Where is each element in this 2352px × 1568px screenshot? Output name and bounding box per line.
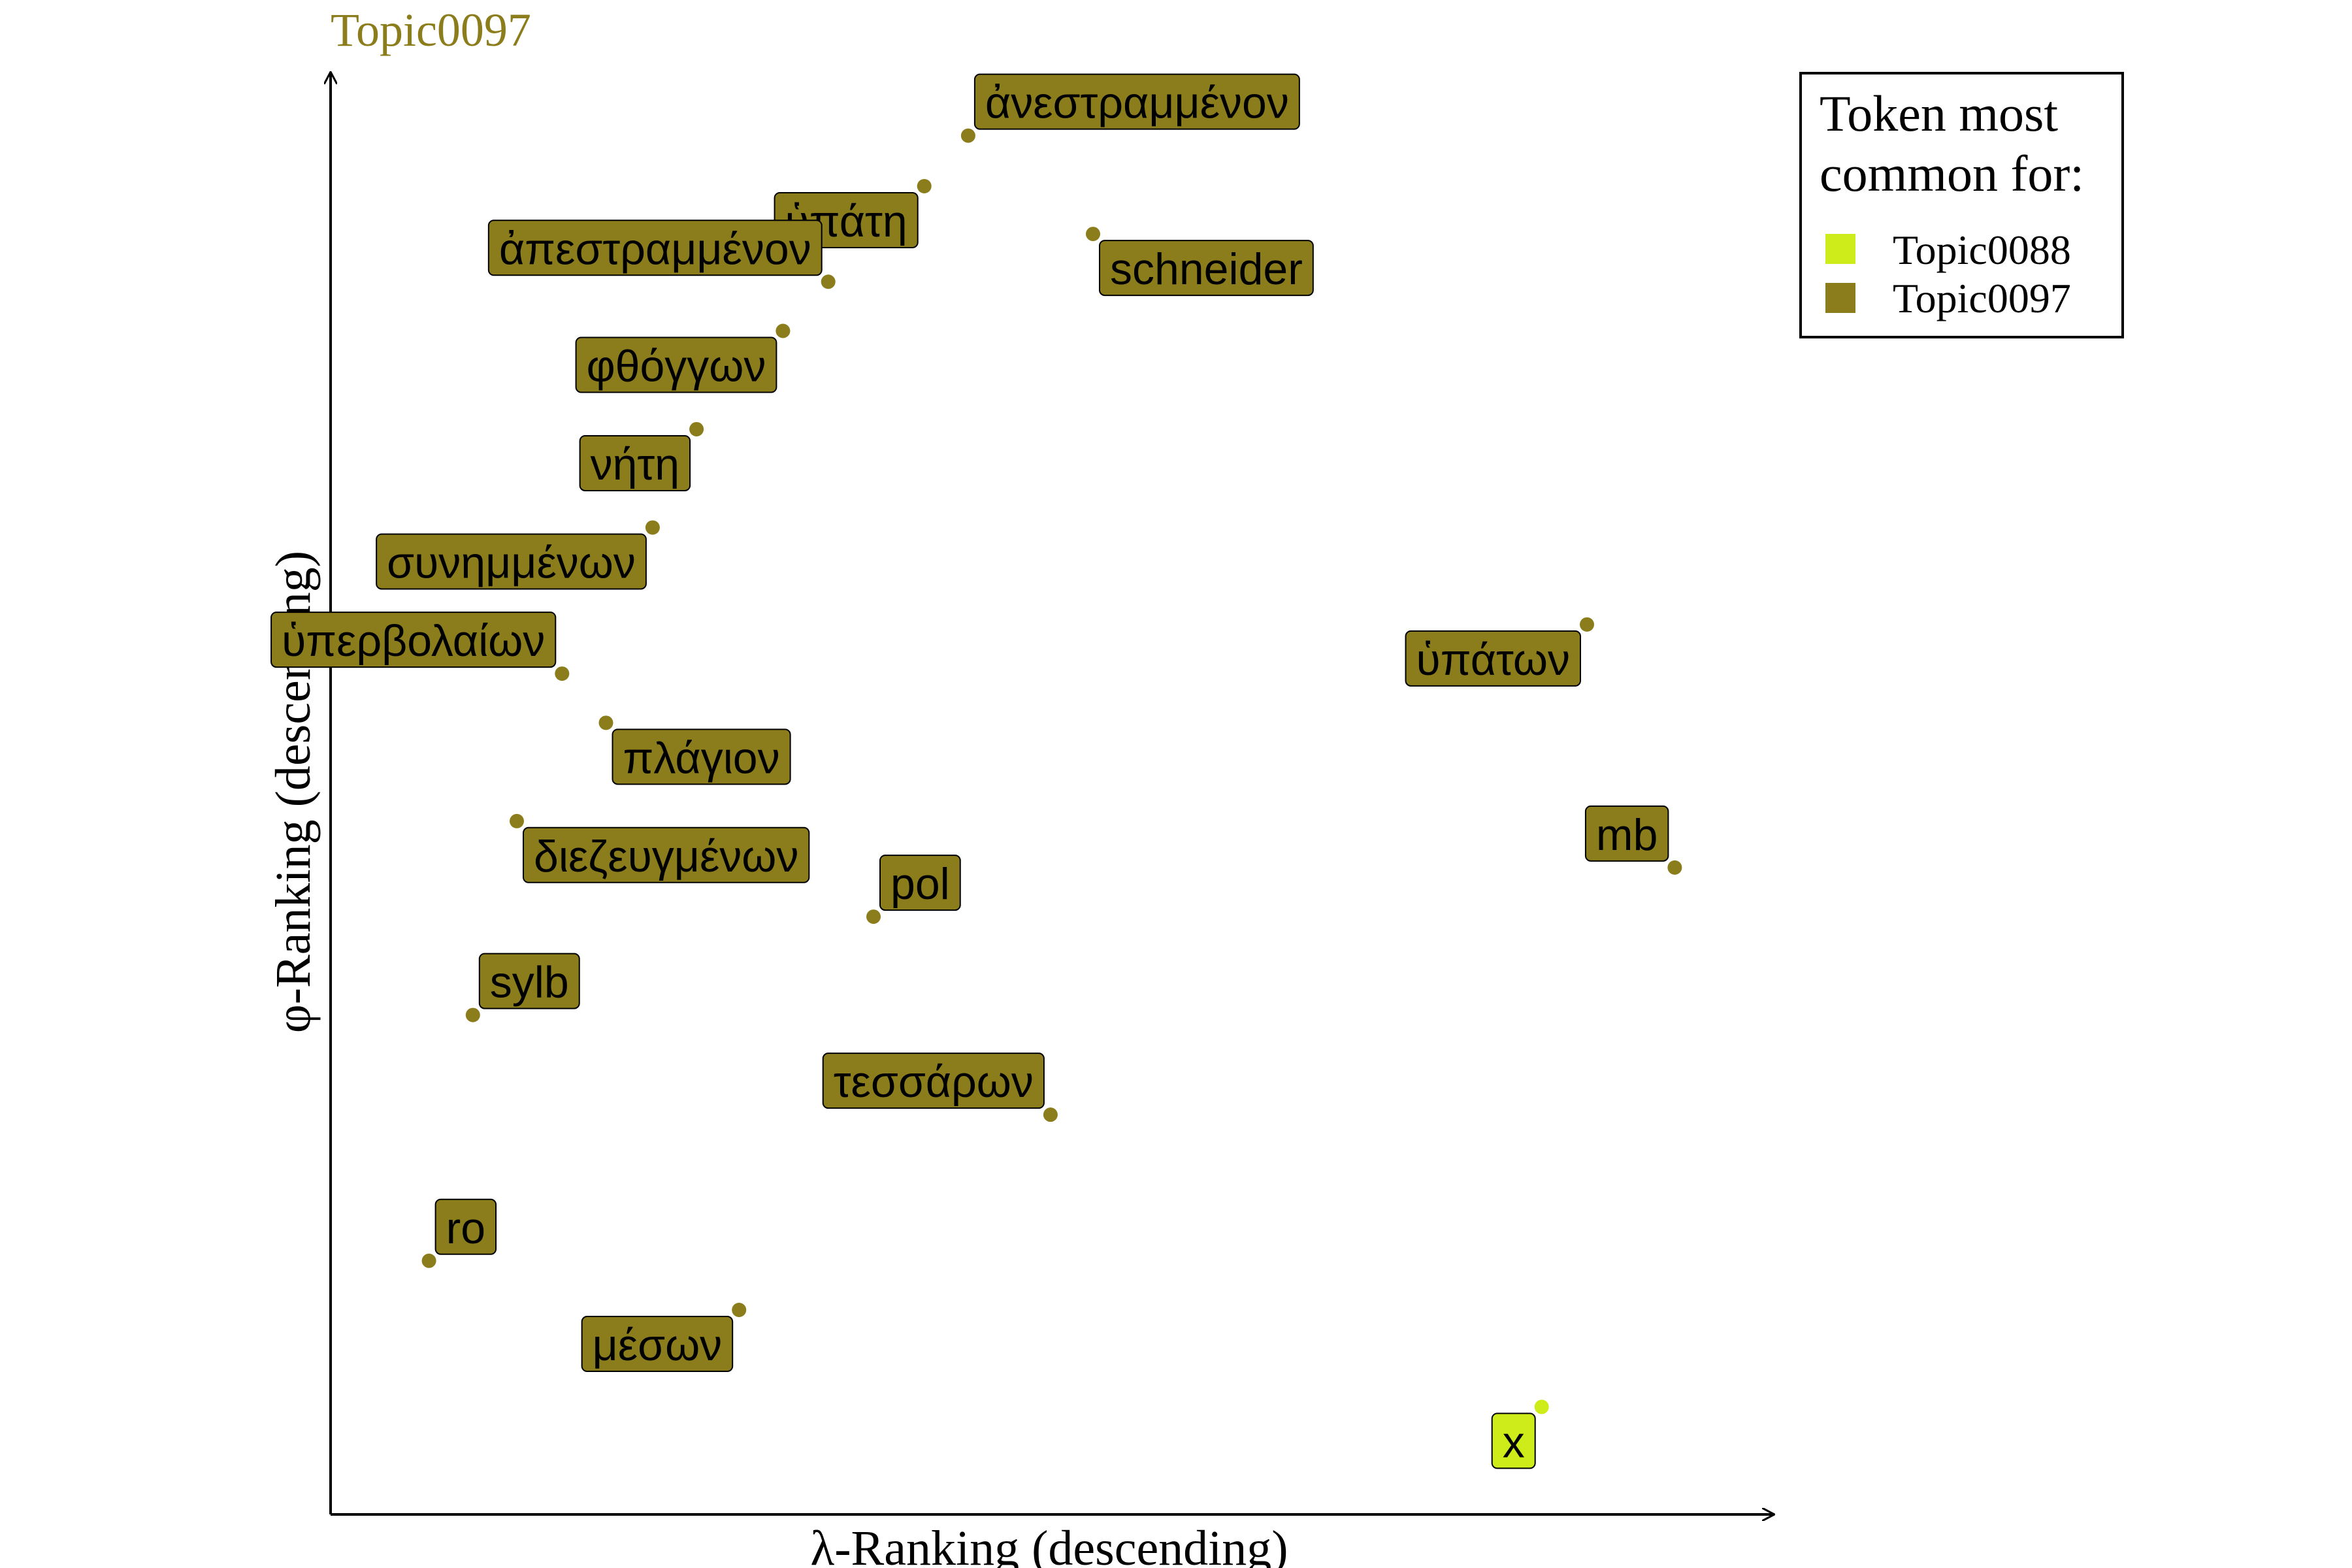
point-label: τεσσάρων: [834, 1057, 1034, 1107]
data-point-14: μέσων: [581, 1303, 747, 1373]
legend-swatch-topic0088: [1825, 234, 1855, 264]
data-point-7: ὑπερβολαίων: [270, 612, 570, 681]
data-point-2: schneider: [1086, 227, 1314, 297]
legend-title-line-2: common for:: [1820, 145, 2084, 202]
point-label-box: [1405, 630, 1581, 687]
point-label: φθόγγων: [587, 341, 766, 391]
data-point-9: διεζευγμένων: [510, 813, 810, 883]
points-layer: ἀνεστραμμένονὑπάτηschneiderἀπεστραμμένον…: [270, 73, 1682, 1469]
x-axis-label: λ-Ranking (descending): [810, 1521, 1288, 1568]
data-point-12: τεσσάρων: [822, 1053, 1058, 1122]
point-marker: [555, 666, 570, 681]
point-marker: [465, 1007, 480, 1022]
legend: Token most common for: Topic0088 Topic00…: [1799, 72, 2124, 338]
point-label: μέσων: [593, 1320, 723, 1370]
point-label-box: [478, 953, 580, 1009]
legend-label-topic0088: Topic0088: [1893, 227, 2071, 273]
point-label: συνημμένων: [387, 538, 636, 587]
point-marker: [960, 128, 975, 143]
data-point-15: ὑπάτων: [1405, 617, 1594, 687]
point-label-box: [879, 855, 961, 911]
chart-title: Topic0097: [331, 4, 531, 56]
point-label: mb: [1596, 810, 1658, 860]
point-marker: [732, 1303, 747, 1318]
point-marker: [1043, 1107, 1058, 1122]
point-marker: [598, 715, 613, 730]
point-label-box: [581, 1316, 734, 1373]
legend-title-line-1: Token most: [1820, 85, 2058, 142]
point-marker: [1580, 617, 1594, 632]
point-label: ἀπεστραμμένον: [499, 224, 811, 274]
point-label: διεζευγμένων: [534, 832, 798, 881]
legend-label-topic0097: Topic0097: [1893, 275, 2071, 321]
point-label: ἀνεστραμμένον: [985, 78, 1289, 128]
data-point-16: mb: [1584, 805, 1682, 875]
data-point-6: συνημμένων: [376, 520, 660, 590]
point-label: pol: [890, 859, 950, 909]
point-label: ὑπερβολαίων: [282, 616, 545, 666]
point-label-box: [1491, 1413, 1536, 1469]
data-point-0: ἀνεστραμμένον: [960, 73, 1300, 143]
point-label-box: [575, 336, 777, 393]
point-marker: [645, 520, 660, 535]
point-label-box: [973, 73, 1300, 130]
point-label-box: [822, 1053, 1045, 1109]
point-label: ὑπάτων: [1416, 635, 1570, 685]
data-point-13: ro: [421, 1198, 497, 1268]
point-marker: [1534, 1399, 1549, 1414]
data-point-8: πλάγιον: [598, 715, 791, 785]
point-label: νήτη: [591, 440, 680, 489]
point-label: sylb: [490, 958, 569, 1007]
point-label-box: [270, 612, 557, 668]
point-marker: [776, 323, 791, 338]
point-marker: [1086, 227, 1100, 242]
point-label-box: [1099, 240, 1314, 297]
point-marker: [821, 274, 836, 289]
point-label: schneider: [1110, 244, 1303, 294]
point-label-box: [579, 434, 691, 491]
data-point-4: φθόγγων: [575, 323, 791, 393]
point-label-box: [523, 826, 810, 883]
data-point-5: νήτη: [579, 421, 704, 491]
point-marker: [510, 813, 524, 828]
data-point-11: sylb: [465, 953, 580, 1022]
point-label-box: [487, 220, 823, 276]
point-label-box: [376, 533, 647, 590]
data-point-17: x: [1491, 1399, 1549, 1469]
point-label: πλάγιον: [623, 733, 780, 783]
data-point-3: ἀπεστραμμένον: [487, 220, 836, 289]
point-marker: [689, 421, 704, 436]
data-point-10: pol: [866, 855, 961, 924]
axes: [331, 72, 1774, 1514]
legend-swatch-topic0097: [1825, 283, 1855, 313]
point-label: ro: [446, 1203, 485, 1253]
point-marker: [421, 1253, 436, 1268]
point-label-box: [1584, 805, 1669, 862]
point-marker: [1667, 860, 1682, 875]
point-label-box: [434, 1198, 497, 1255]
point-label-box: [612, 728, 791, 785]
point-label: x: [1503, 1417, 1525, 1467]
point-marker: [866, 909, 881, 924]
point-marker: [917, 178, 932, 193]
